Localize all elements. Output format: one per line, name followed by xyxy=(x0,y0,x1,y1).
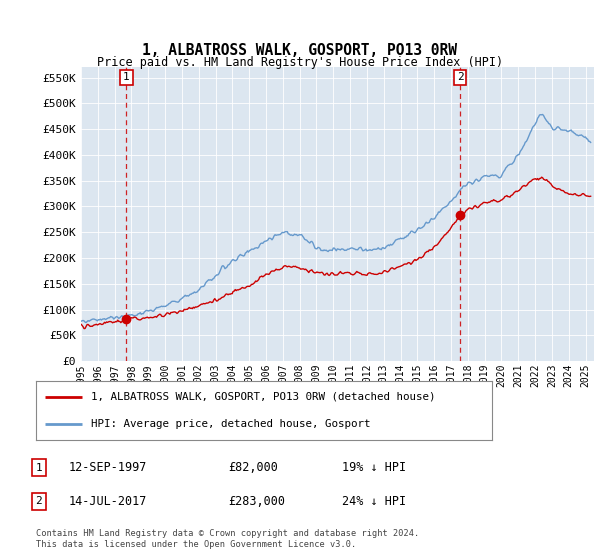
Text: 2: 2 xyxy=(457,72,463,82)
Text: £283,000: £283,000 xyxy=(228,494,285,508)
Text: Contains HM Land Registry data © Crown copyright and database right 2024.
This d: Contains HM Land Registry data © Crown c… xyxy=(36,529,419,549)
Text: £82,000: £82,000 xyxy=(228,461,278,474)
Text: 1, ALBATROSS WALK, GOSPORT, PO13 0RW: 1, ALBATROSS WALK, GOSPORT, PO13 0RW xyxy=(143,43,458,58)
Text: 19% ↓ HPI: 19% ↓ HPI xyxy=(342,461,406,474)
Text: Price paid vs. HM Land Registry's House Price Index (HPI): Price paid vs. HM Land Registry's House … xyxy=(97,56,503,69)
Text: 2: 2 xyxy=(35,496,43,506)
Text: HPI: Average price, detached house, Gosport: HPI: Average price, detached house, Gosp… xyxy=(91,419,370,429)
Text: 1, ALBATROSS WALK, GOSPORT, PO13 0RW (detached house): 1, ALBATROSS WALK, GOSPORT, PO13 0RW (de… xyxy=(91,391,435,402)
Text: 14-JUL-2017: 14-JUL-2017 xyxy=(69,494,148,508)
Text: 24% ↓ HPI: 24% ↓ HPI xyxy=(342,494,406,508)
Text: 1: 1 xyxy=(123,72,130,82)
Text: 1: 1 xyxy=(35,463,43,473)
Text: 12-SEP-1997: 12-SEP-1997 xyxy=(69,461,148,474)
